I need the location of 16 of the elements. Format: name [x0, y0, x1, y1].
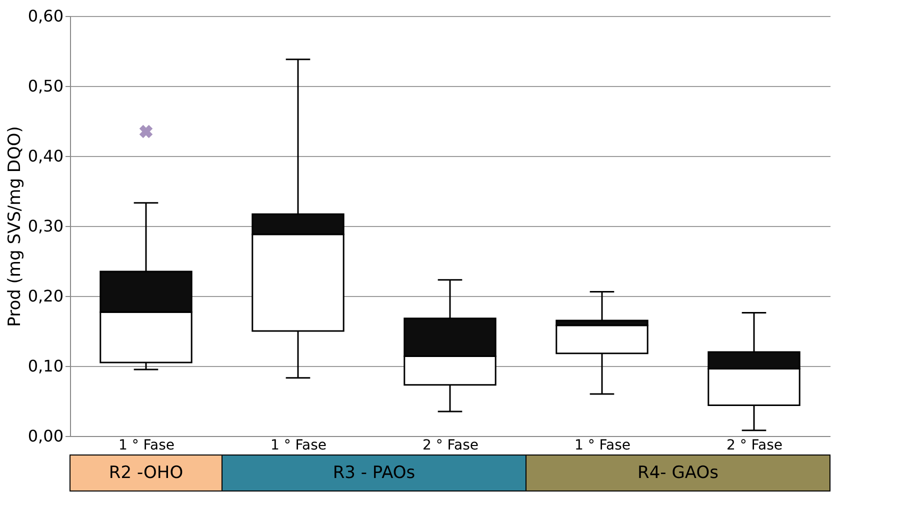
- y-tick-label: 0,60: [28, 6, 64, 26]
- y-tick-label: 0,50: [28, 76, 64, 96]
- y-tick-label: 0,10: [28, 356, 64, 376]
- x-tick-label: 1 ° Fase: [270, 438, 327, 454]
- y-tick-label: 0,00: [28, 426, 64, 446]
- x-tick-label: 2 ° Fase: [422, 438, 479, 454]
- x-tick-label: 1 ° Fase: [118, 438, 175, 454]
- y-tick-label: 0,20: [28, 286, 64, 306]
- y-tick-label: 0,30: [28, 216, 64, 236]
- x-tick-label: 2 ° Fase: [726, 438, 783, 454]
- text: R4- GAOs: [638, 463, 719, 483]
- y-tick-label: 0,40: [28, 146, 64, 166]
- text: R3 - PAOs: [332, 463, 416, 483]
- y-axis-title: Prod (mg SVS/mg DQO): [4, 126, 25, 327]
- text: R2 -OHO: [108, 463, 184, 483]
- x-tick-label: 1 ° Fase: [574, 438, 631, 454]
